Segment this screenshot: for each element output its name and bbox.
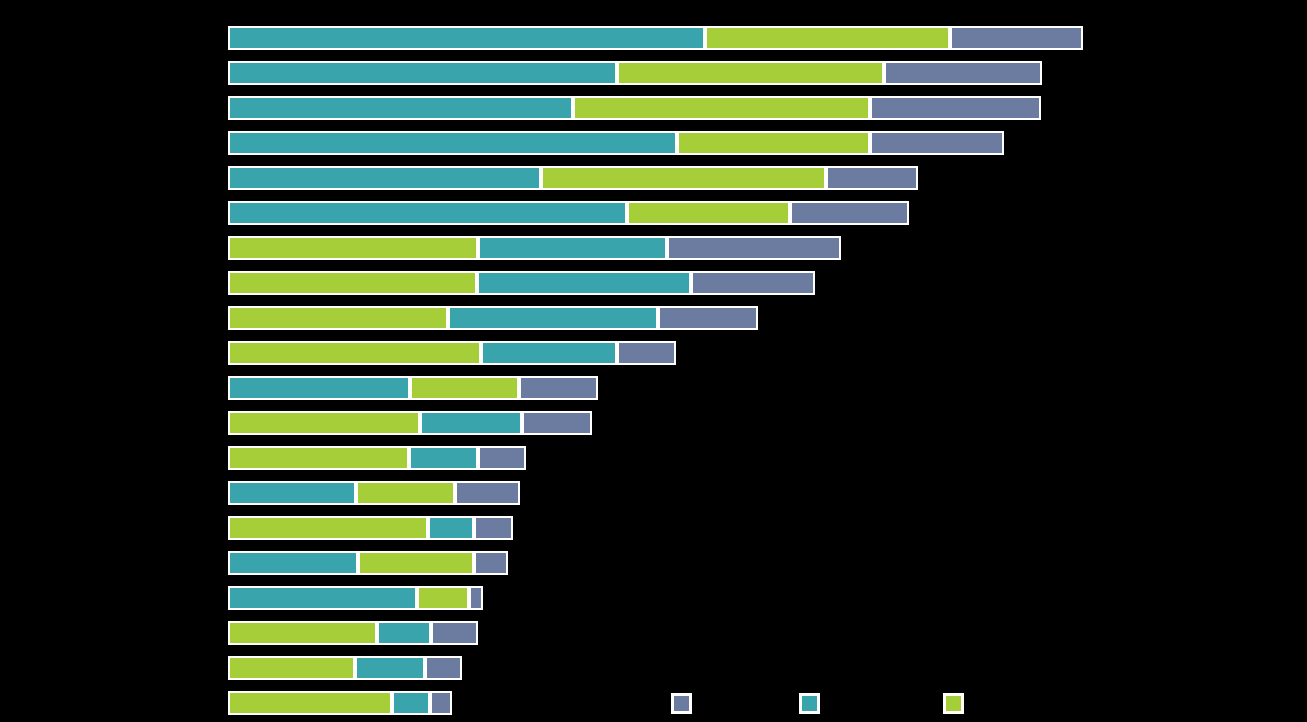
legend-swatch-green [943,693,964,714]
bar-segment-teal [478,236,667,260]
bar-segment-teal [228,551,358,575]
bar-segment-green [228,656,355,680]
bar-row-3 [228,96,1041,120]
bar-segment-green [228,691,392,715]
bar-segment-teal [377,621,431,645]
bar-segment-slate [667,236,841,260]
bar-row-4 [228,131,1004,155]
bar-segment-green [541,166,826,190]
bar-segment-slate [884,61,1042,85]
bar-segment-green [228,341,481,365]
bar-row-14 [228,481,520,505]
bar-segment-green [356,481,455,505]
bar-segment-teal [228,61,617,85]
bar-segment-green [228,446,409,470]
bar-segment-slate [691,271,815,295]
bar-segment-teal [428,516,474,540]
bar-segment-teal [228,26,705,50]
bar-segment-slate [790,201,909,225]
bar-segment-teal [420,411,522,435]
bar-segment-slate [430,691,452,715]
legend-swatch-slate [671,693,692,714]
bar-segment-slate [425,656,462,680]
bar-row-6 [228,201,909,225]
bar-segment-slate [870,96,1041,120]
bar-segment-green [228,306,448,330]
bar-segment-slate [658,306,758,330]
bar-segment-slate [478,446,526,470]
bar-segment-slate [617,341,676,365]
bar-segment-green [228,516,428,540]
bar-segment-slate [431,621,478,645]
bar-segment-slate [474,516,513,540]
bar-segment-green [627,201,790,225]
bar-segment-green [228,411,420,435]
bar-segment-teal [228,96,573,120]
bar-row-12 [228,411,592,435]
bar-segment-teal [409,446,478,470]
bar-segment-green [573,96,870,120]
bar-row-19 [228,656,462,680]
bar-row-16 [228,551,508,575]
bar-row-20 [228,691,452,715]
bar-segment-teal [228,586,417,610]
bar-row-18 [228,621,478,645]
bar-segment-teal [228,376,410,400]
bar-segment-slate [522,411,592,435]
bar-segment-teal [477,271,691,295]
bar-segment-teal [228,201,627,225]
bar-row-13 [228,446,526,470]
bar-row-9 [228,306,758,330]
bar-segment-slate [455,481,520,505]
bar-segment-green [417,586,469,610]
bar-segment-slate [870,131,1004,155]
bar-row-7 [228,236,841,260]
bar-segment-green [358,551,474,575]
bar-segment-slate [519,376,598,400]
bar-segment-teal [355,656,425,680]
bar-segment-green [677,131,870,155]
bar-segment-slate [469,586,483,610]
bar-segment-teal [481,341,617,365]
bar-segment-green [410,376,519,400]
bar-row-17 [228,586,483,610]
bar-segment-slate [826,166,918,190]
bar-segment-green [228,271,477,295]
bar-segment-teal [228,166,541,190]
bar-segment-teal [228,481,356,505]
bar-segment-teal [228,131,677,155]
bar-segment-green [617,61,884,85]
bar-row-15 [228,516,513,540]
bar-segment-green [228,236,478,260]
bar-segment-slate [950,26,1083,50]
bar-segment-slate [474,551,508,575]
bar-segment-teal [448,306,658,330]
bar-row-5 [228,166,918,190]
bar-row-1 [228,26,1083,50]
bar-row-8 [228,271,815,295]
bar-row-10 [228,341,676,365]
bar-row-11 [228,376,598,400]
legend-swatch-teal [799,693,820,714]
bar-segment-green [705,26,950,50]
bar-row-2 [228,61,1042,85]
bar-segment-teal [392,691,430,715]
bar-segment-green [228,621,377,645]
